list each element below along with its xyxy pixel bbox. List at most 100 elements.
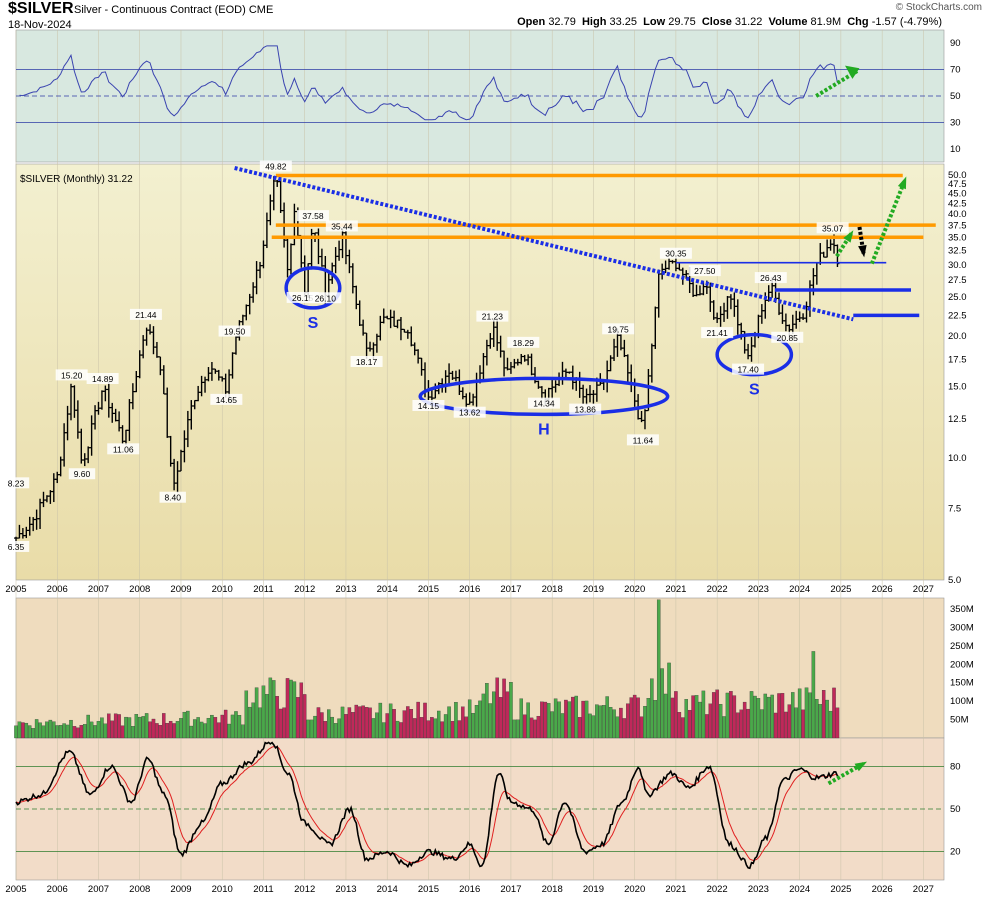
price-x-tick-label: 2014	[377, 584, 398, 595]
volume-bar	[158, 725, 163, 739]
volume-bar	[773, 712, 778, 739]
volume-bar	[650, 678, 654, 739]
data-label-bg	[476, 310, 509, 322]
stoch-x-tick-label: 2024	[789, 884, 810, 895]
data-label: 37.58	[302, 211, 324, 221]
volume-bar	[804, 687, 809, 739]
data-label: 19.75	[608, 324, 630, 334]
volume-bar	[512, 719, 517, 739]
price-x-tick-label: 2009	[170, 584, 191, 595]
volume-bar	[811, 651, 816, 739]
stoch-x-tick-label: 2007	[88, 884, 109, 895]
data-label: 21.41	[707, 328, 729, 338]
volume-bar	[591, 715, 596, 739]
chart-symbol: $SILVER	[8, 0, 74, 17]
data-label: 14.15	[418, 401, 440, 411]
volume-bar	[478, 700, 482, 739]
volume-bar	[770, 694, 774, 739]
volume-bar	[45, 721, 49, 739]
volume-bar	[711, 692, 716, 739]
price-y-tick-label: 7.5	[948, 504, 961, 515]
price-y-tick-label: 30.0	[948, 260, 967, 271]
data-label: 35.44	[331, 221, 353, 231]
volume-bar	[55, 725, 59, 739]
volume-bar	[467, 699, 472, 739]
volume-bar	[186, 710, 190, 739]
price-y-tick-label: 5.0	[948, 575, 961, 586]
stoch-x-tick-label: 2019	[583, 884, 604, 895]
data-label-bg	[569, 403, 602, 415]
volume-bar	[643, 706, 647, 739]
volume-bar	[794, 707, 798, 739]
data-label-bg	[286, 291, 319, 303]
volume-bar	[151, 718, 156, 739]
data-label: 17.40	[737, 365, 759, 375]
volume-bar	[14, 725, 18, 739]
volume-bar	[601, 705, 606, 739]
volume-bar	[241, 724, 245, 739]
volume-bar	[409, 708, 414, 739]
volume-bar	[65, 724, 70, 739]
price-x-tick-label: 2020	[624, 584, 645, 595]
volume-bar	[464, 716, 469, 739]
volume-bar	[461, 706, 465, 739]
volume-bar	[546, 703, 551, 739]
data-label: 11.64	[633, 435, 654, 445]
volume-bar	[354, 704, 359, 739]
volume-bar	[388, 703, 393, 739]
volume-bar	[543, 701, 548, 739]
volume-bar	[605, 696, 609, 739]
price-x-tick-label: 2021	[665, 584, 686, 595]
data-label: 9.60	[74, 469, 91, 479]
volume-bar	[24, 722, 29, 739]
volume-bar	[296, 697, 300, 739]
volume-bar	[347, 707, 352, 739]
volume-bar	[667, 662, 671, 739]
volume-bar	[217, 722, 221, 739]
rsi-y-tick-label: 50	[950, 91, 961, 102]
volume-bar	[705, 714, 709, 739]
volume-bar	[454, 702, 458, 739]
volume-bar	[268, 677, 273, 739]
volume-bar	[206, 717, 211, 739]
stoch-x-tick-label: 2023	[748, 884, 769, 895]
high-label: High	[581, 16, 607, 28]
data-label-bg	[453, 406, 486, 418]
data-label-bg	[659, 247, 692, 259]
data-label: 18.29	[513, 338, 535, 348]
price-y-tick-label: 10.0	[948, 453, 967, 464]
rsi-y-tick-label: 90	[950, 38, 961, 49]
volume-bar	[639, 716, 644, 739]
price-y-tick-label: 40.0	[948, 209, 967, 220]
data-label: 13.86	[575, 405, 597, 415]
volume-y-tick-label: 200M	[950, 659, 974, 670]
data-label: 19.50	[224, 327, 246, 337]
price-x-tick-label: 2023	[748, 584, 769, 595]
volume-bar	[725, 692, 730, 739]
data-label-bg	[129, 308, 162, 320]
volume-bar	[131, 726, 135, 739]
rsi-y-tick-label: 10	[950, 144, 961, 155]
volume-bar	[753, 695, 757, 739]
volume-bar	[646, 698, 651, 739]
price-x-tick-label: 2005	[5, 584, 26, 595]
volume-bar	[278, 708, 283, 739]
volume-bar	[691, 695, 695, 739]
price-y-tick-label: 20.0	[948, 331, 967, 342]
price-x-tick-label: 2022	[707, 584, 728, 595]
price-y-tick-label: 47.5	[948, 179, 967, 190]
price-x-tick-label: 2008	[129, 584, 150, 595]
stoch-x-tick-label: 2009	[170, 884, 191, 895]
volume-bar	[58, 725, 63, 739]
volume-bar	[406, 706, 410, 739]
volume-y-tick-label: 50M	[950, 715, 969, 726]
volume-bar	[392, 709, 396, 739]
volume-bar	[247, 706, 252, 739]
volume-bar	[619, 707, 623, 739]
volume-y-tick-label: 300M	[950, 622, 974, 633]
volume-value: 81.9M	[810, 16, 842, 28]
price-x-tick-label: 2026	[872, 584, 893, 595]
volume-bar	[375, 712, 379, 739]
volume-bar	[529, 717, 534, 739]
stoch-y-tick-label: 20	[950, 847, 961, 858]
